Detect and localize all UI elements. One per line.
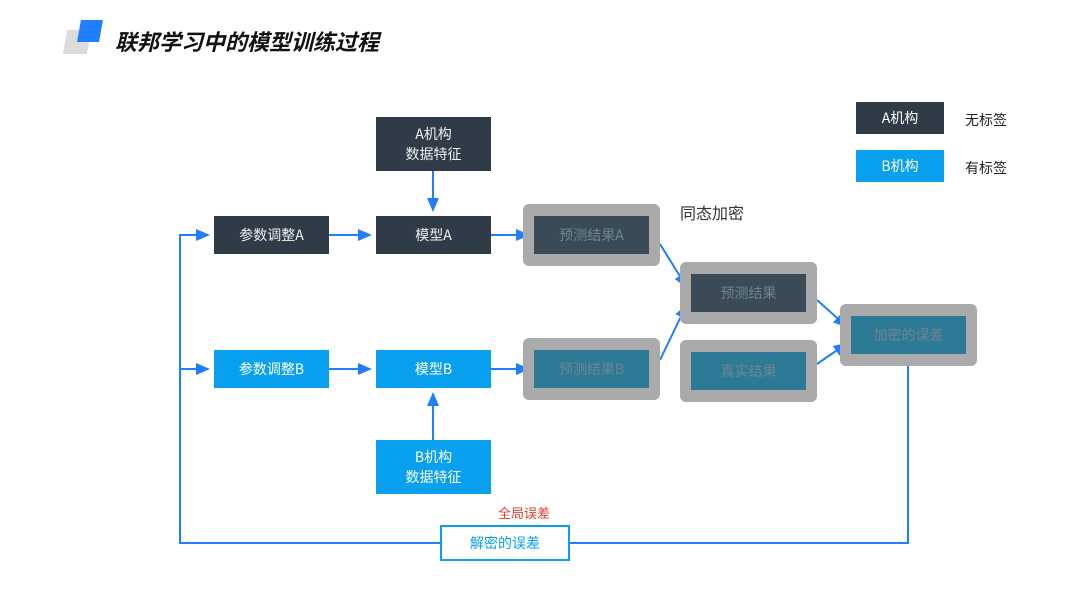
annot-enc-label: 同态加密: [680, 200, 744, 224]
enclabel-predB: 预测结果B: [559, 359, 624, 379]
label-decErr: 解密的误差: [470, 533, 540, 553]
node-modelB: 模型B: [376, 350, 491, 388]
enclabel-truth: 真实结果: [721, 361, 777, 381]
label-modelB: 模型B: [415, 359, 452, 379]
node-paramA: 参数调整A: [214, 216, 329, 254]
slide-root: { "title": { "text": "联邦学习中的模型训练过程", "fo…: [0, 0, 1080, 602]
legend-a-box: A机构: [856, 102, 944, 134]
annot-enc-label-text: 同态加密: [680, 200, 744, 224]
label-dataB: B机构 数据特征: [406, 447, 462, 487]
legend-a-box-label: A机构: [882, 108, 919, 128]
annot-global-err: 全局误差: [498, 503, 550, 522]
legend-b-text: 有标签: [965, 158, 1007, 178]
encbox-predB: 预测结果B: [534, 350, 649, 388]
label-modelA: 模型A: [415, 225, 452, 245]
slide-title: 联邦学习中的模型训练过程: [115, 25, 379, 57]
encbox-truth: 真实结果: [691, 352, 806, 390]
node-modelA: 模型A: [376, 216, 491, 254]
encbox-encErr: 加密的误差: [851, 316, 966, 354]
label-paramB: 参数调整B: [239, 359, 304, 379]
enclabel-pred: 预测结果: [721, 283, 777, 303]
enclabel-encErr: 加密的误差: [874, 325, 944, 345]
legend-a-text: 无标签: [965, 110, 1007, 130]
label-dataA: A机构 数据特征: [406, 124, 462, 164]
enclabel-predA: 预测结果A: [559, 225, 624, 245]
arrow-loop-up-to-paramA: [180, 235, 208, 369]
label-paramA: 参数调整A: [239, 225, 304, 245]
node-dataB: B机构 数据特征: [376, 440, 491, 494]
node-dataA: A机构 数据特征: [376, 117, 491, 171]
legend-b-box: B机构: [856, 150, 944, 182]
slide-logo: [65, 20, 103, 58]
node-paramB: 参数调整B: [214, 350, 329, 388]
legend-b-box-label: B机构: [881, 156, 918, 176]
encbox-pred: 预测结果: [691, 274, 806, 312]
encbox-predA: 预测结果A: [534, 216, 649, 254]
node-decErr: 解密的误差: [440, 525, 570, 561]
annot-global-err-text: 全局误差: [498, 503, 550, 522]
